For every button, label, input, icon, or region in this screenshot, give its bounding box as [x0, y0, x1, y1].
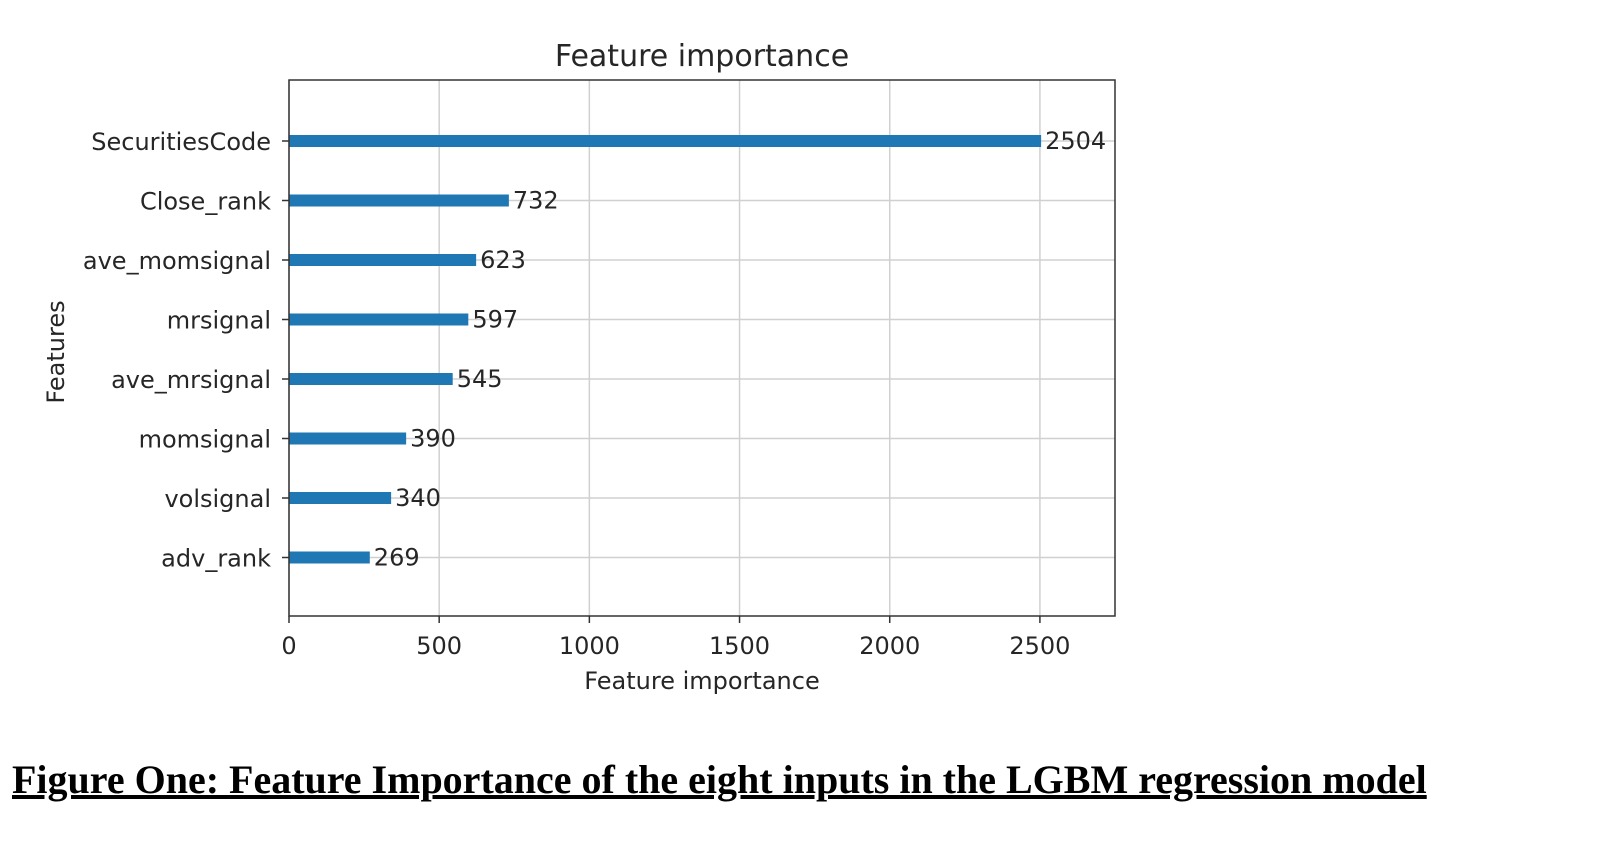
y-axis-label: Features	[42, 300, 70, 403]
y-tick-label: ave_mrsignal	[111, 366, 271, 394]
x-tick-label: 0	[281, 632, 296, 660]
y-tick-label: mrsignal	[167, 307, 271, 335]
bar-adv_rank	[289, 552, 370, 564]
x-tick-label: 500	[416, 632, 462, 660]
y-tick-label: adv_rank	[161, 545, 271, 573]
plot-frame	[289, 80, 1115, 616]
data-label-SecuritiesCode: 2504	[1045, 127, 1106, 155]
data-label-ave_mrsignal: 545	[457, 365, 503, 393]
y-tick-label: Close_rank	[140, 188, 271, 216]
x-tick-label: 1000	[559, 632, 620, 660]
bar-momsignal	[289, 433, 406, 445]
figure-caption: Figure One: Feature Importance of the ei…	[12, 756, 1592, 803]
feature-importance-chart: 2504 732 623 597 545 390 340 269 SecuritiesCode…	[0, 0, 1600, 742]
grid-lines	[289, 80, 1115, 616]
y-tick-label: SecuritiesCode	[91, 128, 271, 156]
y-tick-label: volsignal	[164, 485, 271, 513]
bar-ave_momsignal	[289, 254, 476, 266]
y-axis-ticks: SecuritiesCode Close_rank ave_momsignalmrs…	[83, 128, 289, 573]
data-label-ave_momsignal: 623	[480, 246, 526, 274]
chart-title: Feature importance	[555, 39, 849, 74]
bar-SecuritiesCode	[289, 135, 1041, 147]
x-tick-label: 2500	[1009, 632, 1070, 660]
x-axis-ticks: 0 500 1000 1500 2000 2500	[281, 616, 1070, 660]
bar-Close_rank	[289, 195, 509, 207]
y-tick-label: momsignal	[139, 426, 271, 454]
bar-mrsignal	[289, 314, 468, 326]
x-tick-label: 1500	[709, 632, 770, 660]
bar-ave_mrsignal	[289, 373, 453, 385]
data-label-mrsignal: 597	[472, 306, 518, 334]
bar-volsignal	[289, 492, 391, 504]
x-axis-label: Feature importance	[584, 667, 819, 695]
data-label-momsignal: 390	[410, 425, 456, 453]
y-tick-label: ave_momsignal	[83, 247, 271, 275]
data-label-adv_rank: 269	[374, 544, 420, 572]
data-label-volsignal: 340	[395, 484, 441, 512]
data-label-Close_rank: 732	[513, 187, 559, 215]
x-tick-label: 2000	[859, 632, 920, 660]
